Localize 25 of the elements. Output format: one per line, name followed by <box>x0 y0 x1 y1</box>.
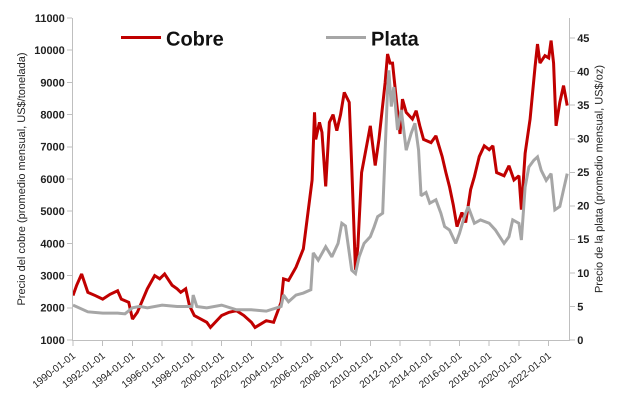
y2-tick-label: 15 <box>577 234 590 246</box>
y-tick-label: 6000 <box>40 174 65 186</box>
legend-label: Plata <box>371 28 420 50</box>
y-tick-label: 4000 <box>40 238 65 250</box>
y-tick-label: 1000 <box>40 334 65 347</box>
y2-tick-label: 5 <box>577 301 584 314</box>
y-tick-label: 8000 <box>40 109 65 122</box>
y-tick-label: 3000 <box>40 270 65 282</box>
y-tick-label: 11000 <box>34 12 65 25</box>
y2-tick-label: 35 <box>577 100 590 112</box>
y-tick-label: 9000 <box>40 77 65 90</box>
y2-tick-label: 20 <box>577 200 590 213</box>
y-tick-label: 10000 <box>34 45 65 58</box>
y-axis-title: Precio del cobre (promedio mensual, US$/tonelada) <box>16 52 28 306</box>
y-tick-label: 5000 <box>40 206 65 218</box>
y2-tick-label: 25 <box>577 167 590 180</box>
legend-label: Cobre <box>166 28 224 50</box>
y2-tick-label: 40 <box>577 66 590 79</box>
y2-axis-title: Precio de la plata (promedio mensual, US$/oz) <box>594 64 606 294</box>
y2-tick-label: 0 <box>577 334 584 347</box>
y-tick-label: 7000 <box>40 142 65 154</box>
y2-tick-label: 45 <box>577 32 590 45</box>
y2-tick-label: 30 <box>577 134 590 146</box>
y-tick-label: 2000 <box>40 302 65 315</box>
y2-tick-label: 10 <box>577 268 590 280</box>
